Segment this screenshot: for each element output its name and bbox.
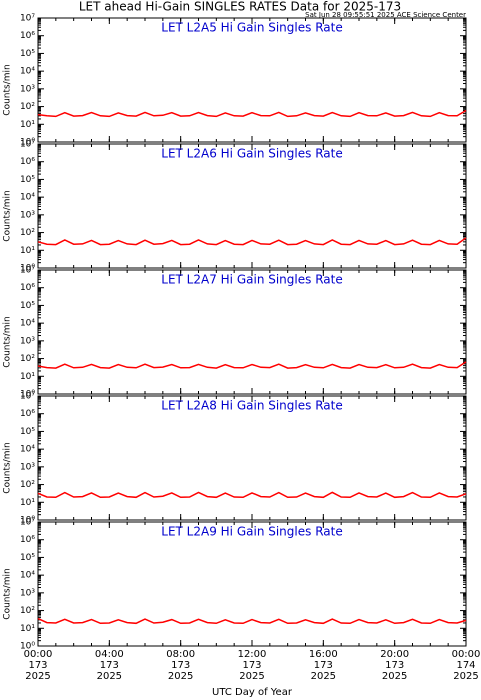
y-tick-label: 10¹ <box>20 372 35 382</box>
plot-frame <box>37 395 467 521</box>
y-tick-label: 10⁰ <box>20 642 35 652</box>
y-tick-label: 10⁵ <box>20 175 35 185</box>
y-tick-label: 10¹ <box>20 498 35 508</box>
y-tick-label: 10⁰ <box>20 390 35 400</box>
y-tick-label: 10⁰ <box>20 516 35 526</box>
y-tick-label: 10² <box>20 480 35 490</box>
data-line <box>37 361 467 369</box>
x-tick-label: 00:00 173 2025 <box>23 649 53 682</box>
timestamp: Sat Jun 28 09:55:51 2025 ACE Science Cen… <box>305 11 466 19</box>
y-axis-label: Counts/min <box>3 190 13 241</box>
y-tick-label: 10¹ <box>20 246 35 256</box>
panel-title: LET L2A7 Hi Gain Singles Rate <box>161 273 342 287</box>
page-title: LET ahead Hi-Gain SINGLES RATES Data for… <box>79 0 401 14</box>
y-tick-label: 10¹ <box>20 624 35 634</box>
y-tick-label: 10¹ <box>20 120 35 130</box>
x-tick-label: 08:00 173 2025 <box>166 649 196 682</box>
y-tick-label: 10⁷ <box>20 14 35 24</box>
plot-frame <box>37 269 467 395</box>
panel-title: LET L2A9 Hi Gain Singles Rate <box>161 525 342 539</box>
y-axis-label: Counts/min <box>3 316 13 367</box>
y-tick-label: 10² <box>20 228 35 238</box>
x-tick-label: 20:00 173 2025 <box>380 649 410 682</box>
x-tick-label: 12:00 173 2025 <box>237 649 267 682</box>
y-tick-label: 10⁴ <box>20 67 35 77</box>
y-tick-label: 10² <box>20 606 35 616</box>
y-tick-label: 10³ <box>20 462 35 472</box>
data-line <box>37 617 467 625</box>
x-tick-label: 00:00 174 2025 <box>451 649 481 682</box>
y-tick-label: 10⁴ <box>20 319 35 329</box>
data-line <box>37 237 467 246</box>
y-axis-label: Counts/min <box>3 442 13 493</box>
y-tick-label: 10⁷ <box>20 266 35 276</box>
y-tick-label: 10⁶ <box>20 283 35 293</box>
y-tick-label: 10⁷ <box>20 392 35 402</box>
y-tick-label: 10⁵ <box>20 553 35 563</box>
plot-frame <box>37 521 467 647</box>
y-tick-label: 10³ <box>20 336 35 346</box>
y-tick-label: 10² <box>20 354 35 364</box>
x-axis-label: UTC Day of Year <box>212 687 293 698</box>
y-axis-label: Counts/min <box>3 64 13 115</box>
y-tick-label: 10⁰ <box>20 264 35 274</box>
panel-title: LET L2A5 Hi Gain Singles Rate <box>161 21 342 35</box>
data-line <box>37 491 467 499</box>
data-line <box>37 109 467 118</box>
y-tick-label: 10⁵ <box>20 427 35 437</box>
y-tick-label: 10³ <box>20 84 35 94</box>
y-tick-label: 10⁷ <box>20 140 35 150</box>
x-tick-label: 16:00 173 2025 <box>308 649 338 682</box>
y-tick-label: 10⁰ <box>20 138 35 148</box>
y-tick-label: 10⁴ <box>20 193 35 203</box>
y-tick-label: 10² <box>20 102 35 112</box>
y-tick-label: 10⁴ <box>20 445 35 455</box>
y-tick-label: 10⁵ <box>20 301 35 311</box>
x-tick-label: 04:00 173 2025 <box>94 649 124 682</box>
plot-frame <box>37 143 467 269</box>
plot-frame <box>37 17 467 143</box>
y-tick-label: 10⁵ <box>20 49 35 59</box>
y-tick-label: 10³ <box>20 588 35 598</box>
y-tick-label: 10⁶ <box>20 157 35 167</box>
y-tick-label: 10⁴ <box>20 571 35 581</box>
y-tick-label: 10⁷ <box>20 518 35 528</box>
panel-title: LET L2A6 Hi Gain Singles Rate <box>161 147 342 161</box>
y-tick-label: 10³ <box>20 210 35 220</box>
y-tick-label: 10⁶ <box>20 409 35 419</box>
y-tick-label: 10⁶ <box>20 31 35 41</box>
y-axis-label: Counts/min <box>3 568 13 619</box>
y-tick-label: 10⁶ <box>20 535 35 545</box>
panel-title: LET L2A8 Hi Gain Singles Rate <box>161 399 342 413</box>
